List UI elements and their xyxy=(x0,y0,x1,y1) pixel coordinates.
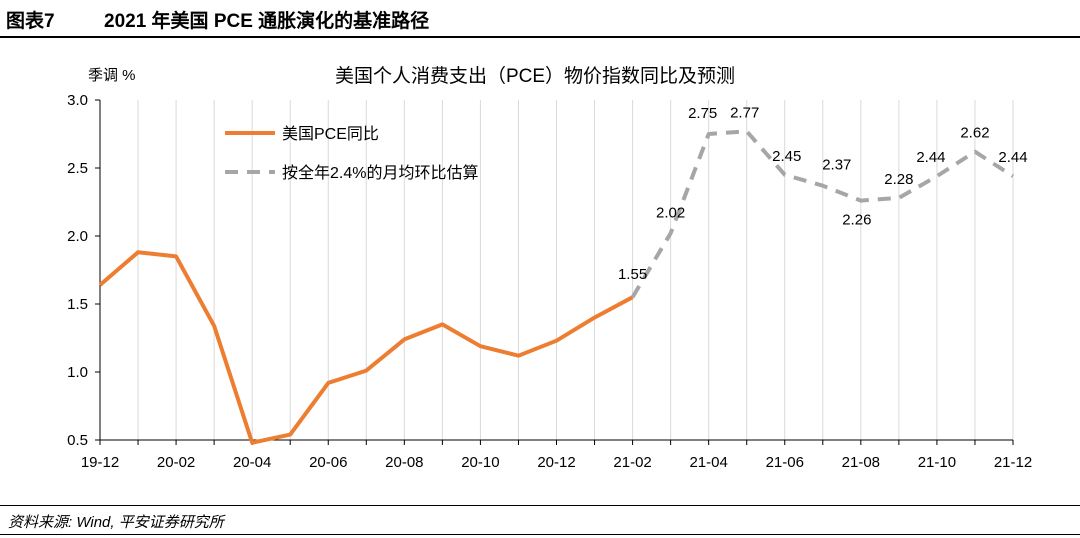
x-tick-label: 21-08 xyxy=(842,454,880,471)
data-label: 2.37 xyxy=(822,157,851,174)
data-label: 2.75 xyxy=(688,105,717,122)
chart-title: 美国个人消费支出（PCE）物价指数同比及预测 xyxy=(335,65,735,87)
figure-header: 图表7 2021 年美国 PCE 通胀演化的基准路径 xyxy=(0,0,1080,38)
data-label: 2.44 xyxy=(916,149,945,166)
x-tick-label: 21-10 xyxy=(918,454,956,471)
x-tick-label: 21-06 xyxy=(766,454,804,471)
data-label: 1.55 xyxy=(618,266,647,283)
grid-layer xyxy=(137,100,1014,440)
data-label: 2.45 xyxy=(772,148,801,165)
y-tick-label: 1.0 xyxy=(67,364,88,381)
legend-label-forecast: 按全年2.4%的月均环比估算 xyxy=(282,163,478,182)
figure-footer: 资料来源: Wind, 平安证券研究所 xyxy=(0,505,1080,535)
data-label: 2.62 xyxy=(960,125,989,142)
x-tick-label: 21-02 xyxy=(613,454,651,471)
source-note: 资料来源: Wind, 平安证券研究所 xyxy=(8,514,224,531)
y-tick-label: 3.0 xyxy=(67,92,88,109)
y-tick-label: 2.0 xyxy=(67,228,88,245)
x-tick-label: 19-12 xyxy=(81,454,119,471)
x-tick-label: 20-10 xyxy=(461,454,499,471)
x-tick-label: 20-12 xyxy=(537,454,575,471)
data-label: 2.77 xyxy=(730,104,759,121)
legend-label-pce-yoy: 美国PCE同比 xyxy=(282,125,379,143)
y-tick-label: 1.5 xyxy=(67,296,88,313)
y-axis-unit: 季调 % xyxy=(88,67,136,84)
series-line-forecast xyxy=(630,129,1015,299)
figure-label: 图表7 xyxy=(6,11,55,32)
data-label: 2.26 xyxy=(842,212,871,229)
axes-layer: 0.5 1.0 1.5 2.0 2.5 3.0 19-12 20-02 20-04 20-06 20… xyxy=(67,92,1032,471)
x-tick-label: 20-06 xyxy=(309,454,347,471)
x-tick-label: 21-04 xyxy=(689,454,727,471)
y-tick-label: 2.5 xyxy=(67,160,88,177)
data-label: 2.44 xyxy=(998,149,1027,166)
data-label: 2.28 xyxy=(884,171,913,188)
series-layer xyxy=(98,129,1015,445)
data-labels-layer: 1.552.022.75 2.772.452.372.262.282.442.62… xyxy=(618,104,1028,283)
figure-title: 2021 年美国 PCE 通胀演化的基准路径 xyxy=(104,11,430,32)
x-tick-label: 21-12 xyxy=(994,454,1032,471)
y-tick-label: 0.5 xyxy=(67,432,88,449)
x-tick-label: 20-04 xyxy=(233,454,271,471)
x-tick-label: 20-02 xyxy=(157,454,195,471)
x-tick-label: 20-08 xyxy=(385,454,423,471)
data-label: 2.02 xyxy=(656,204,685,221)
series-line-pce-yoy xyxy=(98,250,634,445)
